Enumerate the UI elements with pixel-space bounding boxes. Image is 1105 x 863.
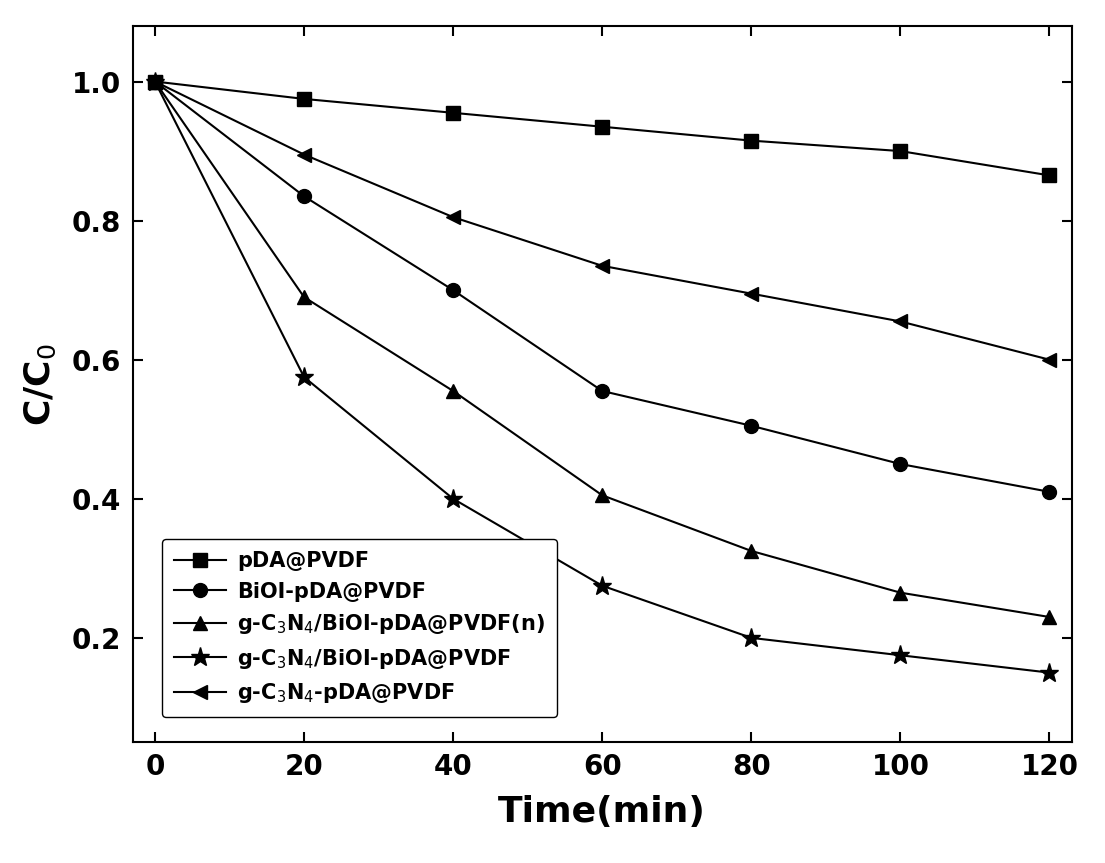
pDA@PVDF (446, 108, 460, 118)
Legend: pDA@PVDF, BiOI-pDA@PVDF, g-C$_3$N$_4$/BiOI-pDA@PVDF(n), g-C$_3$N$_4$/BiOI-pDA@PV: pDA@PVDF, BiOI-pDA@PVDF, g-C$_3$N$_4$/Bi… (161, 539, 557, 717)
pDA@PVDF (745, 135, 758, 146)
g-C$_3$N$_4$/BiOI-pDA@PVDF(n) (894, 588, 907, 598)
g-C$_3$N$_4$/BiOI-pDA@PVDF (745, 633, 758, 643)
BiOI-pDA@PVDF (894, 459, 907, 469)
g-C$_3$N$_4$/BiOI-pDA@PVDF(n) (297, 292, 311, 302)
pDA@PVDF (596, 122, 609, 132)
g-C$_3$N$_4$-pDA@PVDF (894, 316, 907, 326)
g-C$_3$N$_4$-pDA@PVDF (1043, 355, 1056, 365)
g-C$_3$N$_4$-pDA@PVDF (745, 288, 758, 299)
Y-axis label: C/C$_0$: C/C$_0$ (23, 343, 59, 425)
BiOI-pDA@PVDF (596, 386, 609, 396)
BiOI-pDA@PVDF (297, 191, 311, 201)
g-C$_3$N$_4$/BiOI-pDA@PVDF(n) (745, 545, 758, 556)
g-C$_3$N$_4$-pDA@PVDF (297, 149, 311, 160)
BiOI-pDA@PVDF (148, 76, 161, 86)
g-C$_3$N$_4$-pDA@PVDF (596, 261, 609, 271)
Line: g-C$_3$N$_4$/BiOI-pDA@PVDF: g-C$_3$N$_4$/BiOI-pDA@PVDF (145, 72, 1060, 683)
g-C$_3$N$_4$/BiOI-pDA@PVDF (297, 372, 311, 382)
g-C$_3$N$_4$/BiOI-pDA@PVDF(n) (148, 76, 161, 86)
g-C$_3$N$_4$/BiOI-pDA@PVDF(n) (1043, 612, 1056, 622)
Line: g-C$_3$N$_4$-pDA@PVDF: g-C$_3$N$_4$-pDA@PVDF (148, 74, 1056, 367)
BiOI-pDA@PVDF (745, 420, 758, 431)
g-C$_3$N$_4$/BiOI-pDA@PVDF (1043, 667, 1056, 677)
BiOI-pDA@PVDF (1043, 487, 1056, 497)
Line: g-C$_3$N$_4$/BiOI-pDA@PVDF(n): g-C$_3$N$_4$/BiOI-pDA@PVDF(n) (148, 74, 1056, 624)
g-C$_3$N$_4$/BiOI-pDA@PVDF(n) (446, 386, 460, 396)
X-axis label: Time(min): Time(min) (498, 795, 706, 829)
pDA@PVDF (297, 94, 311, 104)
g-C$_3$N$_4$-pDA@PVDF (148, 76, 161, 86)
g-C$_3$N$_4$/BiOI-pDA@PVDF (596, 581, 609, 591)
g-C$_3$N$_4$/BiOI-pDA@PVDF (894, 650, 907, 660)
g-C$_3$N$_4$/BiOI-pDA@PVDF (148, 76, 161, 86)
pDA@PVDF (1043, 170, 1056, 180)
Line: pDA@PVDF: pDA@PVDF (148, 74, 1056, 182)
pDA@PVDF (894, 146, 907, 156)
Line: BiOI-pDA@PVDF: BiOI-pDA@PVDF (148, 74, 1056, 499)
g-C$_3$N$_4$-pDA@PVDF (446, 212, 460, 223)
g-C$_3$N$_4$/BiOI-pDA@PVDF (446, 494, 460, 504)
BiOI-pDA@PVDF (446, 285, 460, 295)
g-C$_3$N$_4$/BiOI-pDA@PVDF(n) (596, 490, 609, 501)
pDA@PVDF (148, 76, 161, 86)
